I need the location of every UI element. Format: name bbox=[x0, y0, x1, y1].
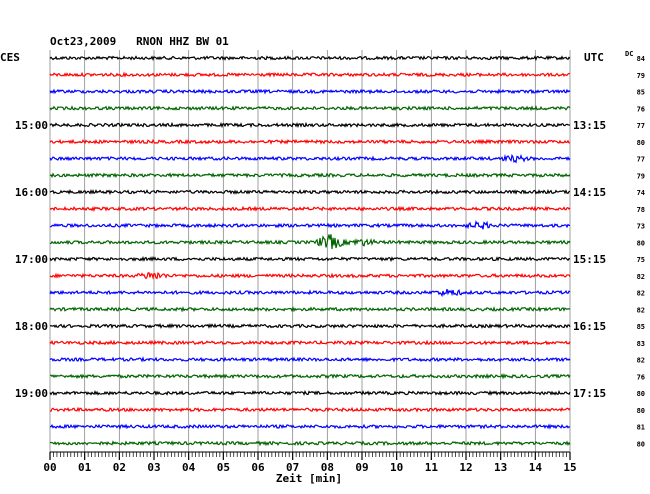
dc-value: 82 bbox=[637, 273, 645, 281]
dc-value: 84 bbox=[637, 55, 645, 63]
left-hour-label: 15:00 bbox=[15, 119, 48, 132]
dc-value: 82 bbox=[637, 306, 645, 314]
right-utc-label: 16:15 bbox=[573, 320, 606, 333]
dc-value: 85 bbox=[637, 323, 645, 331]
right-axis-label: UTC bbox=[584, 51, 604, 64]
seismic-trace bbox=[49, 272, 571, 280]
right-utc-label: 17:15 bbox=[573, 387, 606, 400]
right-utc-label: 13:15 bbox=[573, 119, 606, 132]
seismic-trace bbox=[49, 205, 571, 212]
dc-value: 74 bbox=[637, 189, 645, 197]
x-tick-label: 06 bbox=[251, 461, 265, 474]
seismic-trace bbox=[49, 234, 571, 250]
x-tick-label: 11 bbox=[425, 461, 439, 474]
seismic-trace bbox=[49, 423, 571, 430]
seismic-trace bbox=[49, 373, 571, 380]
chart-title: Oct23,2009 RNON HHZ BW 01 bbox=[50, 35, 229, 48]
seismic-trace bbox=[49, 71, 571, 78]
right-utc-label: 15:15 bbox=[573, 253, 606, 266]
dc-value: 76 bbox=[637, 373, 645, 381]
dc-value: 82 bbox=[637, 357, 645, 365]
x-tick-label: 14 bbox=[529, 461, 543, 474]
seismic-trace bbox=[49, 138, 571, 145]
dc-value: 80 bbox=[637, 407, 645, 415]
seismic-trace bbox=[49, 255, 571, 263]
x-tick-label: 05 bbox=[217, 461, 230, 474]
seismic-trace bbox=[49, 88, 571, 95]
x-axis: 00 01 02 03 04 05 06 07 08 09 10 11 12 13 14 15 bbox=[43, 451, 577, 474]
dc-value: 80 bbox=[637, 390, 645, 398]
left-axis-label: CES bbox=[0, 51, 20, 64]
seismic-trace bbox=[49, 220, 571, 230]
x-tick-label: 08 bbox=[321, 461, 334, 474]
dc-value: 76 bbox=[637, 105, 645, 113]
dc-value: 79 bbox=[637, 172, 645, 180]
x-tick-label: 04 bbox=[182, 461, 196, 474]
x-tick-label: 09 bbox=[355, 461, 368, 474]
dc-value: 79 bbox=[637, 72, 645, 80]
seismic-trace bbox=[49, 188, 571, 196]
seismic-trace bbox=[49, 55, 571, 61]
dc-value: 77 bbox=[637, 122, 645, 130]
left-hour-label: 18:00 bbox=[15, 320, 48, 333]
seismic-trace bbox=[49, 406, 571, 413]
x-tick-label: 15 bbox=[563, 461, 576, 474]
grid-lines bbox=[49, 50, 571, 452]
seismic-trace bbox=[49, 356, 571, 363]
dc-value: 81 bbox=[637, 424, 645, 432]
x-axis-label: Zeit [min] bbox=[276, 472, 342, 485]
seismic-trace bbox=[49, 172, 571, 179]
seismic-trace bbox=[49, 153, 571, 164]
right-utc-label: 14:15 bbox=[573, 186, 606, 199]
seismic-trace bbox=[49, 322, 571, 330]
x-tick-label: 00 bbox=[43, 461, 56, 474]
x-tick-label: 13 bbox=[494, 461, 507, 474]
dc-value: 77 bbox=[637, 156, 645, 164]
trace-group bbox=[49, 55, 571, 447]
seismic-trace bbox=[49, 389, 571, 396]
left-hour-label: 16:00 bbox=[15, 186, 48, 199]
seismic-trace bbox=[49, 339, 571, 346]
x-tick-label: 12 bbox=[459, 461, 472, 474]
left-hour-label: 19:00 bbox=[15, 387, 48, 400]
dc-value: 80 bbox=[637, 139, 645, 147]
seismic-trace bbox=[49, 288, 571, 298]
dc-value: 80 bbox=[637, 440, 645, 448]
side-labels: 15:00 16:00 17:00 18:00 19:00 13:15 14:15 15:15… bbox=[15, 55, 645, 448]
seismic-trace bbox=[49, 305, 571, 313]
x-tick-label: 01 bbox=[78, 461, 92, 474]
x-tick-label: 10 bbox=[390, 461, 403, 474]
x-tick-label: 07 bbox=[286, 461, 299, 474]
dc-value: 78 bbox=[637, 206, 645, 214]
dc-label: DC bbox=[625, 50, 633, 58]
x-tick-label: 03 bbox=[147, 461, 160, 474]
dc-value: 82 bbox=[637, 290, 645, 298]
dc-value: 83 bbox=[637, 340, 645, 348]
x-tick-label: 02 bbox=[113, 461, 126, 474]
dc-value: 75 bbox=[637, 256, 645, 264]
dc-value: 85 bbox=[637, 89, 645, 97]
seismic-trace bbox=[49, 121, 571, 129]
dc-value: 80 bbox=[637, 239, 645, 247]
left-hour-label: 17:00 bbox=[15, 253, 48, 266]
seismic-trace bbox=[49, 105, 571, 112]
seismic-trace bbox=[49, 440, 571, 447]
dc-value: 73 bbox=[637, 223, 645, 231]
